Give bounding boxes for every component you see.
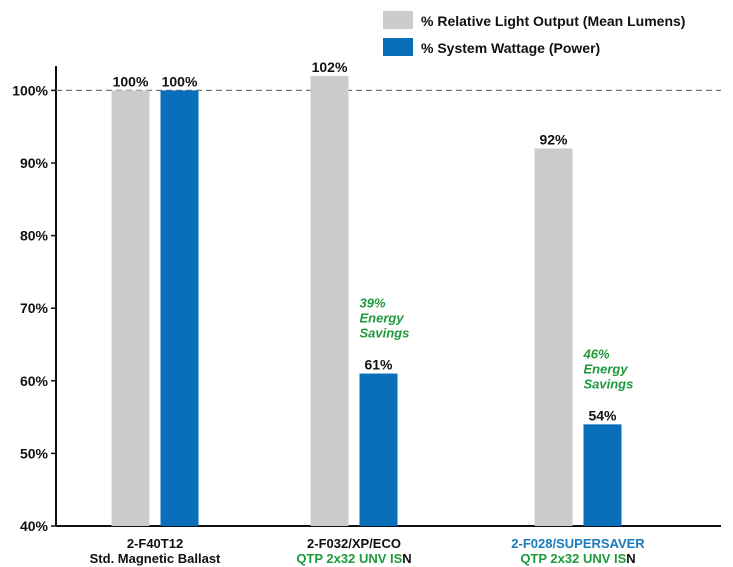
bar-value-label: 100% [162,73,198,89]
bar-value-label: 54% [588,407,617,423]
y-tick-label: 50% [20,445,49,461]
bar-labels: 100% 100% 102% 61% 92% 54% [113,59,617,423]
bar-system-wattage [160,90,199,527]
bar-system-wattage [583,424,622,526]
category-label-line1: 2-F028/SUPERSAVER [511,536,645,551]
legend-swatch-light-output [383,11,413,29]
bar-light-output [111,90,150,527]
category-label-line1: 2-F40T12 [127,536,183,551]
y-tick-label: 90% [20,155,49,171]
category-label-line2: QTP 2x32 UNV ISN [296,551,411,566]
bars [111,75,622,527]
legend: % Relative Light Output (Mean Lumens) % … [383,11,685,56]
y-tick-label: 100% [12,82,48,98]
legend-label-light-output: % Relative Light Output (Mean Lumens) [421,13,685,29]
bar-value-label: 100% [113,73,149,89]
bar-value-label: 102% [312,59,348,75]
energy-savings-annotation: 39% Energy Savings [360,296,410,341]
legend-label-system-wattage: % System Wattage (Power) [421,40,600,56]
category-label-line2: Std. Magnetic Ballast [90,551,221,566]
energy-savings-annotation: 46% Energy Savings [583,346,634,391]
bar-light-output [534,148,573,527]
bar-value-label: 92% [539,131,568,147]
bar-system-wattage [359,373,398,526]
category-label-line1: 2-F032/XP/ECO [307,536,401,551]
legend-swatch-system-wattage [383,38,413,56]
y-tick-label: 60% [20,373,49,389]
bar-light-output [310,75,349,526]
y-axis-ticks: 40% 50% 60% 70% 80% 90% 100% [12,82,56,534]
annotations: 39% Energy Savings 46% Energy Savings [360,296,634,392]
y-tick-label: 70% [20,300,49,316]
y-tick-label: 40% [20,518,49,534]
category-label-line2: QTP 2x32 UNV ISN [520,551,635,566]
bar-value-label: 61% [364,357,393,373]
y-tick-label: 80% [20,228,49,244]
